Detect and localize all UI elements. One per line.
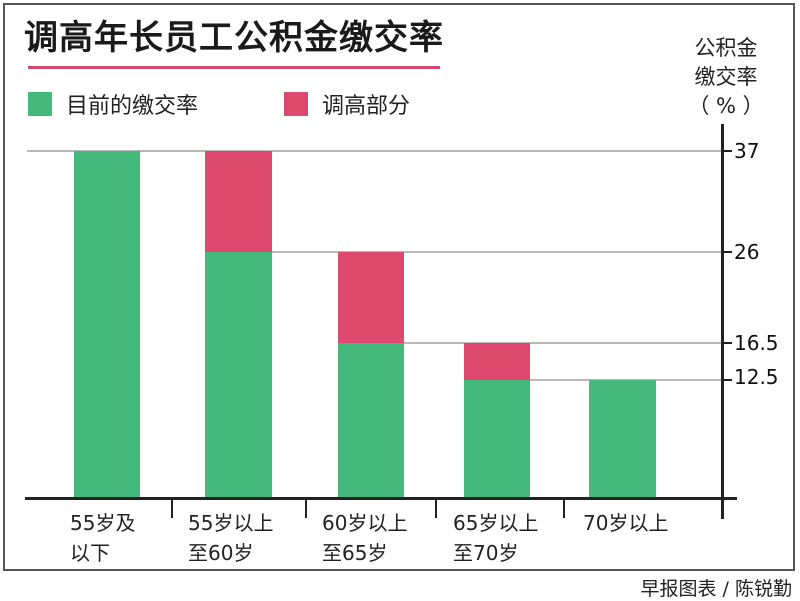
- x-tick: [305, 498, 307, 518]
- x-label-55-below: 55岁及 以下: [70, 511, 136, 565]
- bar-65-70-increase: [464, 343, 530, 380]
- x-label-65-70: 65岁以上 至70岁: [453, 511, 539, 565]
- x-tick: [563, 498, 565, 518]
- gridline-26: [272, 251, 722, 253]
- y-axis-title: 公积金 缴交率 （ % ）: [676, 34, 776, 121]
- legend-item-increase: 调高部分: [284, 88, 410, 120]
- bar-55-60-increase: [205, 151, 272, 252]
- legend-swatch-green: [28, 92, 52, 116]
- title-underline: [28, 66, 440, 69]
- legend-item-current-rate: 目前的缴交率: [28, 88, 198, 120]
- y-tick: [722, 379, 732, 381]
- x-label-60-65: 60岁以上 至65岁: [322, 511, 408, 565]
- y-axis-line: [721, 124, 724, 519]
- bar-70-above-current: [589, 380, 656, 498]
- legend-label: 调高部分: [322, 94, 411, 119]
- y-axis-title-line2: 缴交率: [694, 65, 758, 89]
- chart-title: 调高年长员工公积金缴交率: [24, 18, 444, 58]
- y-tick-label-26: 26: [734, 240, 760, 264]
- bar-60-65-current: [338, 343, 404, 498]
- x-tick: [171, 498, 173, 518]
- bar-55-60-current: [205, 252, 272, 498]
- bar-65-70-current: [464, 380, 530, 498]
- y-axis-title-line1: 公积金: [694, 36, 758, 60]
- y-axis-title-line3: （ % ）: [688, 94, 764, 118]
- gridline-16-5: [404, 342, 722, 344]
- legend-label: 目前的缴交率: [66, 94, 199, 119]
- x-tick: [435, 498, 437, 518]
- y-tick: [722, 251, 732, 253]
- chart-frame: [3, 3, 795, 571]
- y-tick-label-16-5: 16.5: [734, 331, 779, 355]
- x-axis-line: [25, 497, 737, 500]
- y-tick: [722, 342, 732, 344]
- y-tick-label-37: 37: [734, 139, 760, 163]
- x-label-55-60: 55岁以上 至60岁: [188, 511, 274, 565]
- y-tick-label-12-5: 12.5: [734, 365, 779, 389]
- bar-60-65-increase: [338, 252, 404, 343]
- gridline-37: [27, 150, 722, 152]
- bar-55-below-current: [74, 151, 140, 498]
- x-label-70-above: 70岁以上: [583, 511, 669, 535]
- source-credit: 早报图表 / 陈锐勤: [640, 578, 792, 600]
- y-tick: [722, 150, 732, 152]
- legend-swatch-red: [284, 92, 308, 116]
